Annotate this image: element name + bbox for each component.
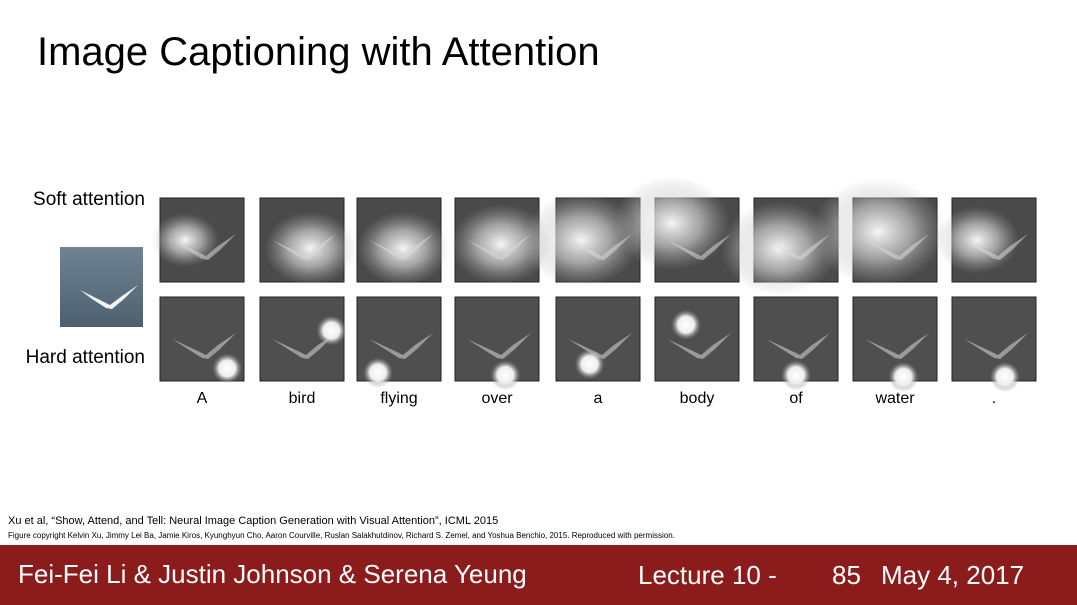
attention-spot (781, 360, 811, 391)
hard-attention-map (654, 296, 740, 382)
bird (272, 234, 336, 260)
citation: Xu et al, “Show, Attend, and Tell: Neura… (8, 515, 498, 527)
attention-blob (720, 201, 838, 296)
copyright: Figure copyright Kelvin Xu, Jimmy Lei Ba… (8, 531, 675, 540)
attention-spot (363, 357, 393, 388)
attention-blob (264, 211, 357, 286)
attention-blob (151, 213, 219, 267)
attention-blob (613, 176, 731, 271)
bird (865, 333, 929, 359)
caption-word: A (197, 390, 208, 407)
bird (667, 333, 731, 359)
attention-blob (811, 177, 946, 286)
bird (369, 333, 433, 359)
caption-word: over (481, 390, 513, 407)
soft-attention-map (811, 177, 946, 286)
hard-attention-map (753, 296, 839, 391)
attention-blob (357, 211, 450, 286)
soft-attention-map (356, 197, 450, 286)
soft-attention-map (259, 197, 357, 286)
hard-attention-map (356, 296, 442, 388)
caption-word: water (874, 390, 915, 407)
attention-spot (490, 360, 521, 391)
slide-title: Image Captioning with Attention (37, 30, 600, 74)
bird (369, 234, 433, 260)
hard-attention-map (951, 296, 1037, 392)
caption-word: body (680, 390, 715, 407)
caption-word: . (992, 390, 996, 407)
attention-spot (574, 349, 605, 380)
hard-attention-map (555, 296, 641, 382)
bird (272, 333, 336, 359)
hard-attention-map (852, 296, 938, 392)
bird (766, 234, 830, 260)
caption-word: flying (380, 390, 417, 407)
soft-attention-map (151, 197, 245, 283)
bird (568, 333, 632, 359)
bird (667, 234, 731, 260)
bird (865, 234, 929, 260)
attention-spot (989, 361, 1020, 392)
soft-attention-map (522, 192, 641, 288)
attention-spot (212, 353, 243, 384)
footer-date: May 4, 2017 (881, 560, 1024, 590)
row-label: Soft attention (33, 189, 145, 210)
footer-authors: Fei-Fei Li & Justin Johnson & Serena Yeu… (18, 559, 527, 589)
bird (568, 234, 632, 260)
footer-page: 85 (832, 560, 861, 590)
bird (964, 333, 1028, 359)
bird (467, 333, 531, 359)
bird (964, 234, 1028, 260)
attention-spot (671, 309, 702, 340)
hard-attention-map (159, 296, 245, 384)
tile-bg (654, 296, 740, 382)
hard-attention-map (259, 296, 347, 382)
attention-spot (888, 361, 919, 392)
bird (172, 333, 236, 359)
attention-blob (522, 192, 640, 288)
bird (467, 234, 531, 260)
source-image (60, 247, 143, 327)
hard-attention-map (454, 296, 540, 391)
caption-word: bird (289, 390, 316, 407)
attention-blob (935, 206, 1020, 274)
soft-attention-map (935, 197, 1037, 283)
bird (172, 234, 236, 260)
caption-word: a (594, 390, 603, 407)
footer-bar (0, 545, 1077, 605)
row-label: Hard attention (26, 347, 145, 368)
attention-spot (316, 315, 347, 346)
footer-lecture: Lecture 10 - (638, 560, 777, 590)
caption-word: of (789, 390, 803, 407)
bird (766, 333, 830, 359)
